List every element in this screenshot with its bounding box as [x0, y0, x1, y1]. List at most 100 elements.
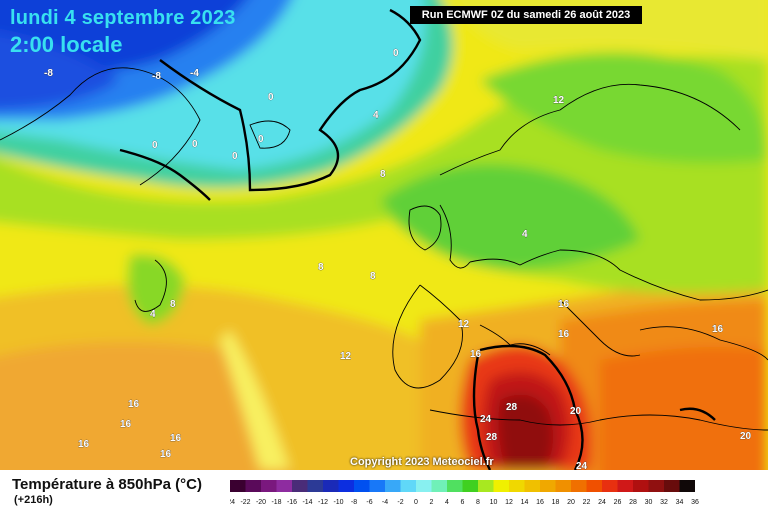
legend-swatch: [540, 480, 556, 492]
legend-tick: 16: [536, 499, 544, 506]
iso-label: 16: [128, 399, 140, 410]
legend-tick: 26: [614, 499, 622, 506]
legend-tick: 36: [691, 499, 699, 506]
legend-swatch: [385, 480, 401, 492]
legend-tick: -6: [366, 499, 372, 506]
legend-swatch: [493, 480, 509, 492]
legend-swatch: [400, 480, 416, 492]
legend-tick: -20: [256, 499, 266, 506]
legend-swatch: [555, 480, 571, 492]
legend-tick: -22: [240, 499, 250, 506]
iso-label: 16: [712, 324, 724, 335]
iso-label: 16: [470, 349, 482, 360]
legend-swatch: [230, 480, 246, 492]
legend-tick: -4: [382, 499, 388, 506]
legend-swatch: [323, 480, 339, 492]
legend-swatch: [462, 480, 478, 492]
legend-tick: 10: [490, 499, 498, 506]
iso-label: 4: [150, 309, 156, 320]
iso-label: 16: [120, 419, 132, 430]
legend-swatch: [261, 480, 277, 492]
legend-tick: 22: [583, 499, 591, 506]
run-info: Run ECMWF 0Z du samedi 26 août 2023: [410, 6, 642, 24]
legend-tick: 4: [445, 499, 449, 506]
legend-tick: -16: [287, 499, 297, 506]
legend-tick: 18: [552, 499, 560, 506]
iso-label: 8: [370, 271, 376, 282]
legend-swatch: [633, 480, 649, 492]
variable-title: Température à 850hPa (°C): [12, 476, 202, 493]
iso-label: 20: [570, 406, 582, 417]
legend-swatch: [648, 480, 664, 492]
iso-label: 8: [318, 262, 324, 273]
legend-swatch: [571, 480, 587, 492]
iso-label: 0: [393, 48, 399, 59]
legend-tick: 32: [660, 499, 668, 506]
legend-tick: 0: [414, 499, 418, 506]
color-scale: -24-22-20-18-16-14-12-10-8-6-4-202468101…: [230, 480, 699, 506]
iso-label: 0: [192, 139, 198, 150]
legend-bar: Température à 850hPa (°C) (+216h) -24-22…: [0, 470, 768, 512]
legend-swatch: [276, 480, 292, 492]
temperature-map: -8 -8 -4 0 0 0 0 0 0 4 8 12 8 8 4 4 8 12…: [0, 0, 768, 470]
iso-label: 0: [232, 151, 238, 162]
legend-tick: 34: [676, 499, 684, 506]
iso-label: 24: [576, 461, 588, 470]
legend-swatch: [338, 480, 354, 492]
iso-label: 16: [78, 439, 90, 450]
legend-tick: -8: [351, 499, 357, 506]
legend-tick: -18: [271, 499, 281, 506]
iso-label: 0: [258, 134, 264, 145]
iso-label: 4: [522, 229, 528, 240]
iso-label: 16: [558, 299, 570, 310]
legend-tick: 30: [645, 499, 653, 506]
legend-swatch: [307, 480, 323, 492]
legend-swatch: [369, 480, 385, 492]
iso-label: 12: [458, 319, 470, 330]
legend-tick: -24: [230, 499, 235, 506]
legend-tick: -12: [318, 499, 328, 506]
copyright-text: Copyright 2023 Meteociel.fr: [350, 456, 494, 468]
iso-label: 12: [340, 351, 352, 362]
iso-label: 28: [486, 432, 498, 443]
legend-tick: -10: [333, 499, 343, 506]
iso-label: 4: [373, 110, 379, 121]
legend-swatch: [509, 480, 525, 492]
legend-tick: -14: [302, 499, 312, 506]
iso-label: 0: [268, 92, 274, 103]
legend-tick: -2: [397, 499, 403, 506]
legend-tick: 24: [598, 499, 606, 506]
legend-swatch: [617, 480, 633, 492]
forecast-time: 2:00 locale: [10, 32, 123, 57]
legend-tick: 28: [629, 499, 637, 506]
legend-swatch: [679, 480, 695, 492]
legend-swatch: [416, 480, 432, 492]
legend-tick: 2: [430, 499, 434, 506]
legend-swatch: [447, 480, 463, 492]
iso-label: 24: [480, 414, 492, 425]
legend-tick: 6: [461, 499, 465, 506]
legend-swatch: [292, 480, 308, 492]
iso-label: 0: [152, 140, 158, 151]
legend-swatch: [664, 480, 680, 492]
iso-label: -4: [190, 68, 199, 79]
legend-tick: 12: [505, 499, 513, 506]
legend-swatch: [524, 480, 540, 492]
iso-label: 20: [740, 431, 752, 442]
legend-tick: 20: [567, 499, 575, 506]
legend-swatch: [245, 480, 261, 492]
iso-label: 12: [553, 95, 565, 106]
legend-swatch: [602, 480, 618, 492]
iso-label: -8: [44, 68, 53, 79]
iso-label: -8: [152, 71, 161, 82]
legend-swatch: [478, 480, 494, 492]
iso-label: 8: [380, 169, 386, 180]
legend-tick: 8: [476, 499, 480, 506]
iso-label: 28: [506, 402, 518, 413]
legend-swatch: [431, 480, 447, 492]
iso-label: 16: [170, 433, 182, 444]
iso-label: 16: [558, 329, 570, 340]
legend-tick: 14: [521, 499, 529, 506]
legend-swatch: [354, 480, 370, 492]
forecast-date: lundi 4 septembre 2023: [10, 7, 236, 29]
